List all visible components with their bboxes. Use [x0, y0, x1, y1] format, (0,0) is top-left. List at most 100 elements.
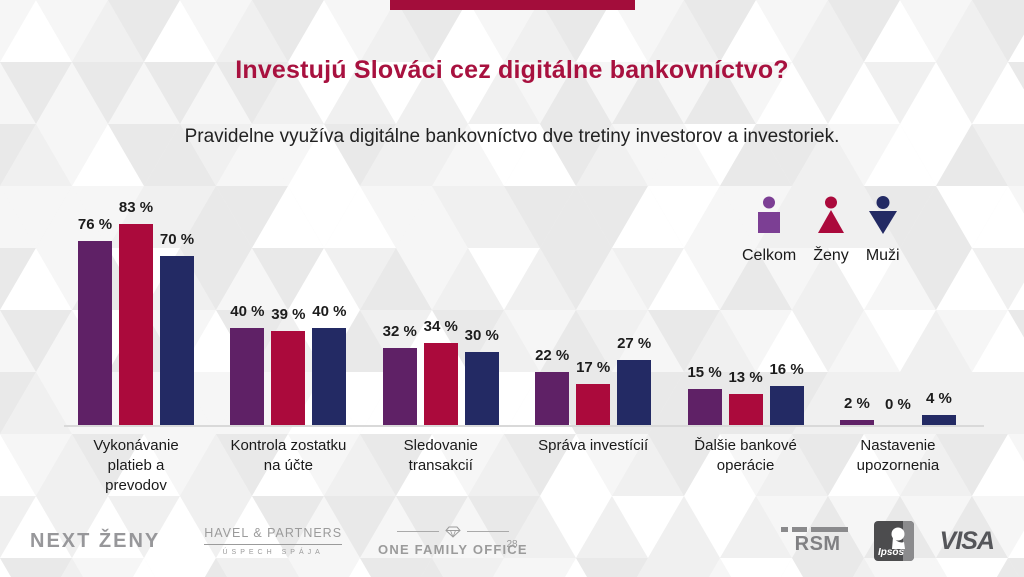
background-triangle: [252, 434, 324, 496]
background-triangle: [828, 0, 900, 62]
legend-item-muzi: Muži: [866, 196, 900, 265]
background-triangle: [1008, 34, 1024, 62]
background-triangle: [684, 434, 756, 496]
svg-text:Ipsos: Ipsos: [878, 547, 905, 558]
background-triangle: [828, 372, 900, 434]
background-triangle: [360, 186, 432, 248]
rule-left: [396, 531, 439, 532]
background-triangle: [828, 434, 900, 496]
background-triangle: [432, 310, 504, 372]
background-triangle: [720, 434, 792, 496]
background-triangle: [864, 434, 936, 496]
background-triangle: [324, 62, 396, 124]
background-triangle: [612, 434, 684, 496]
bar-muži: [617, 360, 652, 425]
background-triangle: [540, 310, 612, 372]
background-triangle: [108, 496, 180, 558]
one-family-office-ornament: [378, 526, 528, 538]
bars-row: 15 % 13 % 16 %: [687, 195, 804, 425]
background-triangle: [72, 62, 144, 124]
background-triangle: [972, 310, 1024, 372]
rsm-bar-2: [791, 526, 807, 532]
bar-column-celkom: 76 %: [78, 195, 112, 425]
person-triangle-down-icon: [868, 196, 897, 234]
category-label: Kontrola zostatku na účte: [230, 437, 347, 474]
background-triangle: [576, 248, 648, 310]
background-triangle: [0, 496, 72, 558]
background-triangle: [108, 0, 180, 62]
bar-ženy: [728, 394, 763, 425]
background-triangle: [72, 558, 144, 577]
background-triangle: [828, 248, 900, 310]
bar-muži: [312, 328, 347, 425]
background-triangle: [936, 248, 1008, 310]
background-triangle: [432, 124, 504, 186]
background-triangle: [432, 496, 504, 558]
background-triangle: [420, 558, 444, 577]
background-triangle: [756, 62, 828, 124]
bar-column-muži: 40 %: [312, 195, 346, 425]
bar-chart: 76 % 83 % 70 % 40 % 39 % 40 % 32 % 34 % 30 % 22 %…: [64, 195, 984, 496]
background-triangle: [612, 496, 684, 558]
bar-column-ženy: 39 %: [271, 195, 305, 425]
category-label: Sledovanie transakcií: [403, 437, 478, 474]
background-triangle: [684, 248, 756, 310]
bar-value-label: 13 %: [728, 369, 763, 386]
bar-celkom: [687, 389, 722, 425]
bar-group: 15 % 13 % 16 %: [687, 195, 804, 425]
bar-value-label: 40 %: [312, 303, 347, 320]
havel-partners-name: HAVEL & PARTNERS: [204, 526, 343, 545]
footer-partner-logos: NEXT ŽENY HAVEL & PARTNERS ÚSPECH SPÁJA …: [30, 526, 528, 557]
background-triangle: [0, 558, 72, 577]
bar-ženy: [119, 224, 153, 425]
bar-column-muži: 30 %: [465, 195, 499, 425]
bar-column-muži: 27 %: [617, 195, 651, 425]
background-triangle: [72, 496, 144, 558]
background-triangle: [540, 248, 612, 310]
background-triangle: [648, 124, 720, 186]
background-triangle: [720, 310, 792, 372]
category-label: Nastavenie upozornenia: [856, 437, 940, 474]
background-triangle: [864, 124, 936, 186]
background-triangle: [648, 248, 720, 310]
background-triangle: [180, 124, 252, 186]
background-triangle: [288, 434, 360, 496]
background-triangle: [252, 248, 324, 310]
bar-column-ženy: 34 %: [424, 195, 458, 425]
slide-title: Investujú Slováci cez digitálne bankovní…: [235, 56, 789, 84]
background-triangle: [216, 62, 288, 124]
background-triangle: [252, 0, 324, 62]
bar-group: 40 % 39 % 40 %: [230, 195, 346, 425]
background-triangle: [864, 0, 936, 62]
background-triangle: [360, 496, 432, 558]
bar-value-label: 4 %: [926, 390, 952, 407]
background-triangle: [612, 62, 684, 124]
bars-row: 22 % 17 % 27 %: [535, 195, 651, 425]
background-triangle: [564, 558, 588, 577]
bar-muži: [464, 352, 499, 425]
visa-logo: VISA: [939, 526, 995, 555]
bar-column-celkom: 15 %: [687, 195, 722, 425]
background-triangle: [972, 434, 1024, 496]
background-triangle: [36, 124, 108, 186]
background-triangle: [468, 62, 540, 124]
background-triangle: [288, 0, 360, 62]
background-triangle: [684, 496, 756, 558]
background-triangle: [972, 248, 1024, 310]
legend-item-zeny: Ženy: [813, 196, 849, 265]
background-triangle: [792, 434, 864, 496]
background-triangle: [216, 248, 288, 310]
background-triangle: [684, 310, 756, 372]
background-triangle: [1008, 62, 1024, 90]
legend-label-celkom: Celkom: [742, 247, 797, 264]
background-triangle: [288, 558, 360, 577]
bar-column-celkom: 2 %: [839, 195, 874, 425]
background-triangle: [936, 124, 1008, 186]
background-triangle: [324, 124, 396, 186]
bar-value-label: 2 %: [844, 395, 870, 412]
rsm-bar-3: [810, 526, 848, 532]
background-triangle: [864, 372, 936, 434]
background-triangle: [864, 62, 936, 124]
background-triangle: [648, 0, 720, 62]
background-triangle: [252, 124, 324, 186]
